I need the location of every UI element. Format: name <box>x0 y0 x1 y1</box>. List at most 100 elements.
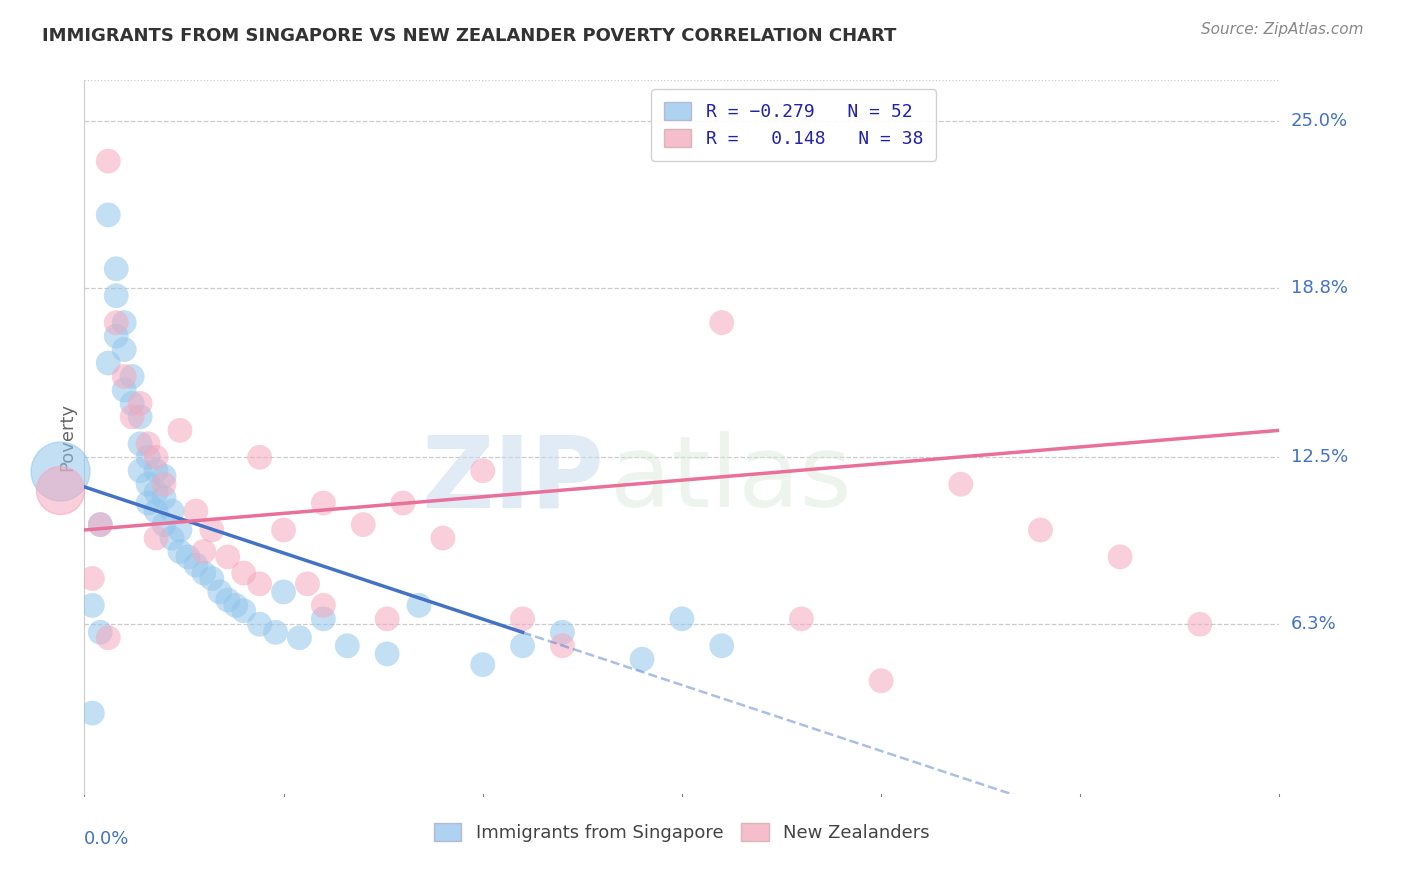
Point <box>112 316 135 330</box>
Point <box>97 208 120 222</box>
Point <box>129 396 152 410</box>
Point <box>232 604 254 618</box>
Point <box>312 496 335 510</box>
Point <box>169 523 191 537</box>
Point <box>184 558 207 572</box>
Text: 6.3%: 6.3% <box>1291 615 1336 633</box>
Point <box>710 316 733 330</box>
Point <box>249 577 271 591</box>
Point <box>105 316 128 330</box>
Point <box>153 517 176 532</box>
Point <box>232 566 254 580</box>
Point <box>160 504 183 518</box>
Point <box>671 612 693 626</box>
Point <box>631 652 654 666</box>
Point <box>512 639 534 653</box>
Text: atlas: atlas <box>610 432 852 528</box>
Point <box>1188 617 1211 632</box>
Point <box>217 549 239 564</box>
Point <box>177 549 200 564</box>
Point <box>105 289 128 303</box>
Point <box>471 657 494 672</box>
Point <box>121 396 143 410</box>
Point <box>551 639 574 653</box>
Point <box>288 631 311 645</box>
Point <box>82 706 104 720</box>
Point <box>82 599 104 613</box>
Text: Source: ZipAtlas.com: Source: ZipAtlas.com <box>1201 22 1364 37</box>
Text: 12.5%: 12.5% <box>1291 449 1348 467</box>
Point <box>225 599 247 613</box>
Point <box>710 639 733 653</box>
Text: ZIP: ZIP <box>422 432 605 528</box>
Point <box>169 544 191 558</box>
Point <box>145 450 167 465</box>
Point <box>352 517 374 532</box>
Point <box>97 356 120 370</box>
Point <box>136 437 159 451</box>
Point <box>201 571 224 585</box>
Point <box>249 617 271 632</box>
Point <box>145 531 167 545</box>
Point <box>217 593 239 607</box>
Point <box>1029 523 1052 537</box>
Point <box>145 464 167 478</box>
Point <box>1109 549 1132 564</box>
Point <box>89 517 111 532</box>
Point <box>551 625 574 640</box>
Point <box>89 517 111 532</box>
Point <box>49 464 72 478</box>
Point <box>208 585 231 599</box>
Legend: Immigrants from Singapore, New Zealanders: Immigrants from Singapore, New Zealander… <box>427 815 936 849</box>
Point <box>136 450 159 465</box>
Point <box>249 450 271 465</box>
Point <box>201 523 224 537</box>
Point <box>184 504 207 518</box>
Point <box>153 477 176 491</box>
Text: IMMIGRANTS FROM SINGAPORE VS NEW ZEALANDER POVERTY CORRELATION CHART: IMMIGRANTS FROM SINGAPORE VS NEW ZEALAND… <box>42 27 897 45</box>
Point <box>336 639 359 653</box>
Point <box>264 625 287 640</box>
Point <box>949 477 972 491</box>
Point <box>392 496 415 510</box>
Point <box>432 531 454 545</box>
Text: 18.8%: 18.8% <box>1291 278 1347 297</box>
Point <box>112 343 135 357</box>
Point <box>153 469 176 483</box>
Point <box>193 566 215 580</box>
Point <box>145 504 167 518</box>
Point <box>121 409 143 424</box>
Point <box>790 612 813 626</box>
Point <box>375 612 398 626</box>
Point <box>112 369 135 384</box>
Point <box>129 437 152 451</box>
Point <box>312 599 335 613</box>
Point <box>870 673 893 688</box>
Point <box>129 464 152 478</box>
Point <box>160 531 183 545</box>
Point <box>112 383 135 397</box>
Point <box>145 485 167 500</box>
Point <box>193 544 215 558</box>
Point <box>471 464 494 478</box>
Point <box>512 612 534 626</box>
Point <box>89 625 111 640</box>
Point <box>273 585 295 599</box>
Point <box>105 329 128 343</box>
Point <box>153 491 176 505</box>
Point <box>408 599 430 613</box>
Point <box>297 577 319 591</box>
Point <box>129 409 152 424</box>
Point <box>105 261 128 276</box>
Point <box>97 631 120 645</box>
Point <box>49 483 72 497</box>
Point <box>97 154 120 169</box>
Y-axis label: Poverty: Poverty <box>58 403 76 471</box>
Point <box>375 647 398 661</box>
Text: 25.0%: 25.0% <box>1291 112 1348 129</box>
Point <box>273 523 295 537</box>
Point <box>136 496 159 510</box>
Point <box>82 571 104 585</box>
Point <box>121 369 143 384</box>
Point <box>312 612 335 626</box>
